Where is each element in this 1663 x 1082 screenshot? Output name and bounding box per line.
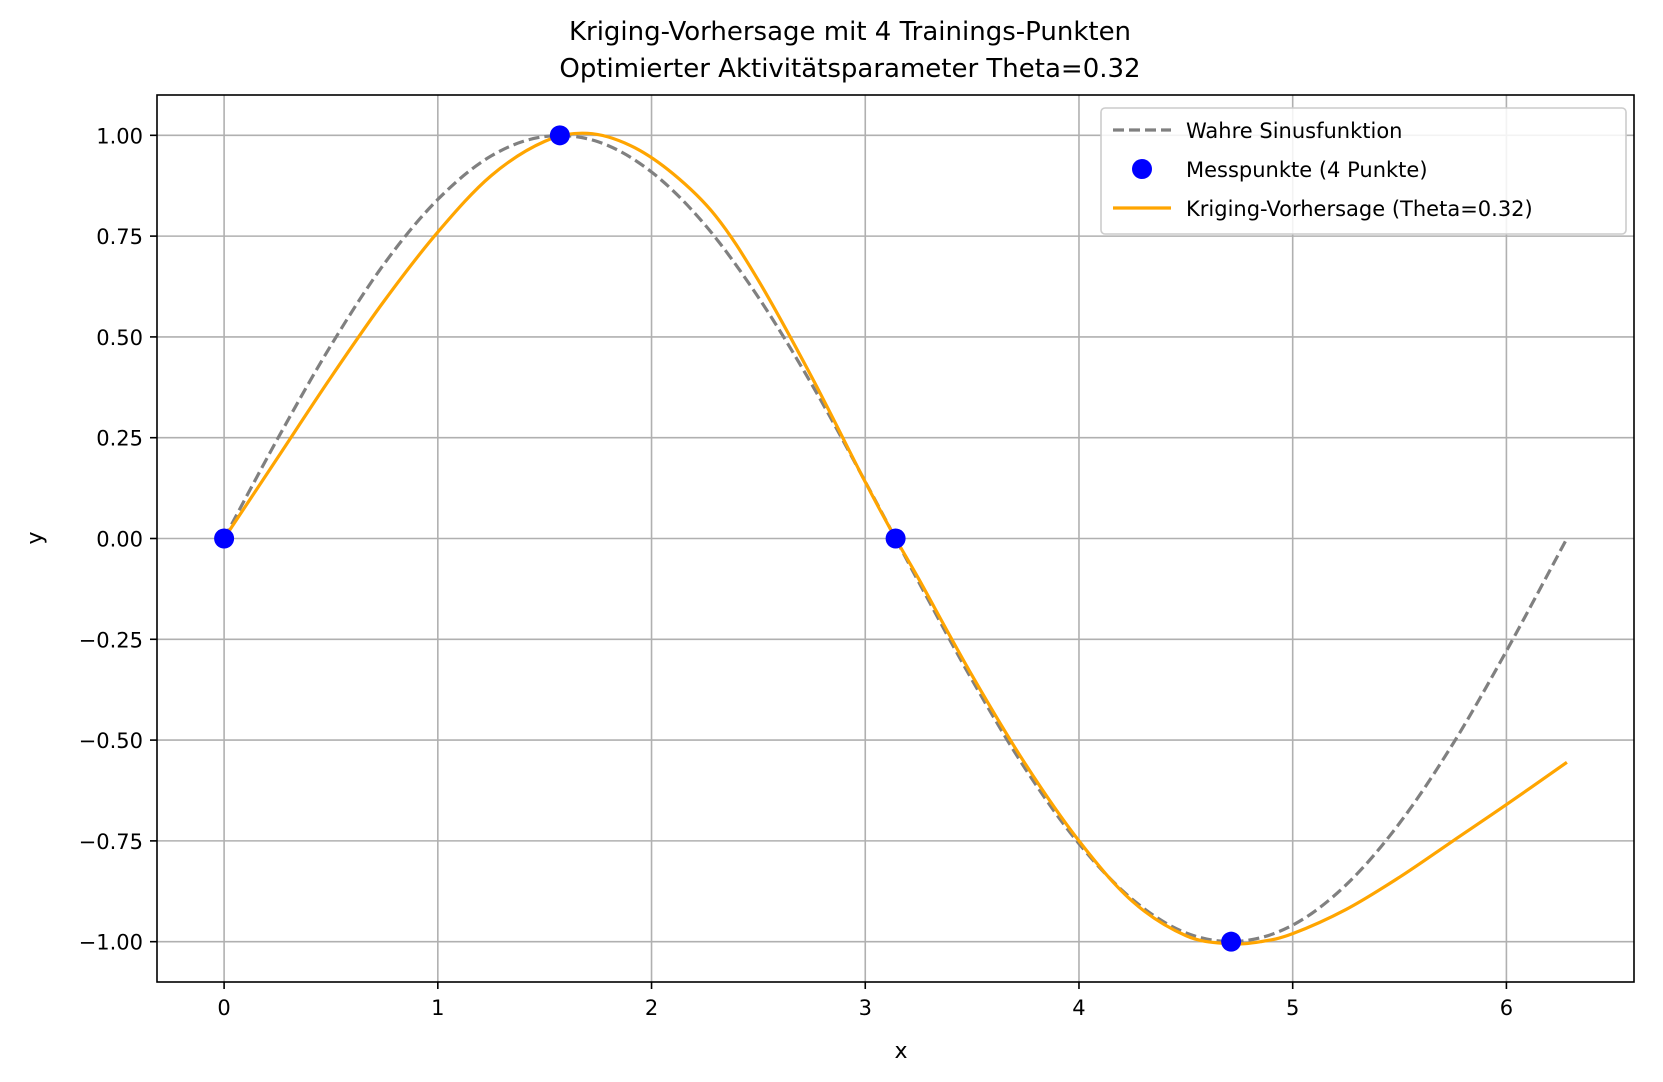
true-sine-line	[222, 133, 1569, 944]
y-tick-label: −0.25	[79, 628, 143, 652]
x-tick-label: 5	[1286, 996, 1299, 1020]
legend-entry-label: Kriging-Vorhersage (Theta=0.32)	[1186, 197, 1533, 221]
legend-entry-label: Messpunkte (4 Punkte)	[1186, 158, 1428, 182]
y-tick-label: 0.25	[96, 427, 143, 451]
y-tick-label: −0.50	[79, 729, 143, 753]
measurement-point	[885, 528, 906, 549]
legend-entry-label: Wahre Sinusfunktion	[1186, 119, 1403, 143]
y-tick-label: 0.75	[96, 225, 143, 249]
x-tick-label: 1	[431, 996, 444, 1020]
y-tick-label: 0.50	[96, 326, 143, 350]
x-tick-label: 3	[859, 996, 872, 1020]
x-tick-label: 2	[645, 996, 658, 1020]
x-tick-label: 4	[1072, 996, 1085, 1020]
y-axis-label: y	[23, 531, 48, 544]
x-axis-label: x	[894, 1039, 907, 1064]
legend-swatch	[1132, 159, 1152, 179]
chart-title: Kriging-Vorhersage mit 4 Trainings-Punkt…	[569, 17, 1131, 47]
y-tick-label: −0.75	[79, 830, 143, 854]
chart-subtitle: Optimierter Aktivitätsparameter Theta=0.…	[559, 54, 1140, 84]
legend: Wahre Sinusfunktion Messpunkte (4 Punkte)…	[1100, 107, 1627, 235]
y-tick-label: −1.00	[79, 931, 143, 955]
legend-box	[1100, 107, 1627, 235]
measurement-point	[214, 528, 235, 549]
x-tick-label: 6	[1500, 996, 1513, 1020]
measurement-point	[1221, 931, 1242, 952]
y-tick-label: 0.00	[96, 528, 143, 552]
series-layer	[214, 125, 1569, 952]
x-tick-label: 0	[217, 996, 230, 1020]
grid	[157, 95, 1634, 982]
y-tick-label: 1.00	[96, 124, 143, 148]
axes: 0 1 2 3 4 5 6 1.00 0.75 0.50 0.25 0.00 −0.25 −0.50 −0.…	[79, 94, 1635, 1020]
measurement-point	[549, 125, 570, 146]
